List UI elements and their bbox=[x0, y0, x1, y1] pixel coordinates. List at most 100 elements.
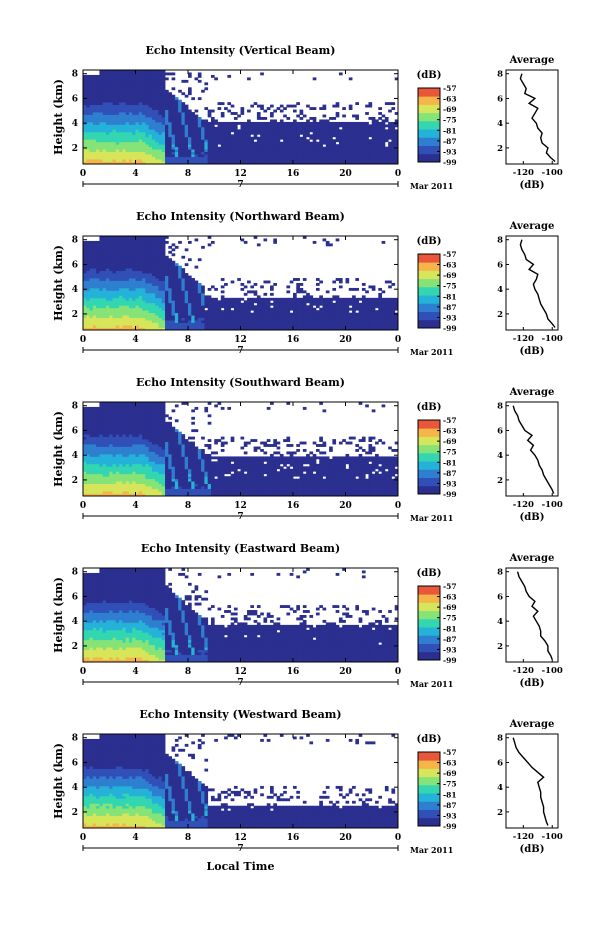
heatmap-cell bbox=[158, 124, 162, 127]
heatmap-cell bbox=[191, 303, 195, 306]
heatmap-cell bbox=[126, 149, 130, 152]
heatmap-cell bbox=[106, 419, 110, 422]
heatmap-cell bbox=[106, 434, 110, 437]
heatmap-cell bbox=[201, 288, 205, 291]
heatmap-cell bbox=[96, 429, 100, 432]
heatmap-cell bbox=[241, 149, 245, 152]
heatmap-cell bbox=[86, 100, 90, 103]
heatmap-cell bbox=[391, 325, 395, 328]
heatmap-cell bbox=[168, 97, 172, 100]
heatmap-cell bbox=[155, 147, 159, 150]
heatmap-cell bbox=[208, 298, 212, 301]
heatmap-cell bbox=[296, 313, 300, 316]
heatmap-cell bbox=[355, 308, 359, 311]
heatmap-cell bbox=[136, 115, 140, 118]
heatmap-cell bbox=[231, 112, 235, 115]
heatmap-cell bbox=[178, 285, 182, 288]
heatmap-cell bbox=[277, 139, 281, 142]
heatmap-cell bbox=[149, 124, 153, 127]
heatmap-cell bbox=[178, 323, 182, 326]
heatmap-cell bbox=[188, 147, 192, 150]
heatmap-cell bbox=[382, 159, 386, 162]
heatmap-cell bbox=[149, 129, 153, 132]
heatmap-cell bbox=[306, 124, 310, 127]
heatmap-cell bbox=[241, 137, 245, 140]
heatmap-cell bbox=[93, 80, 97, 83]
heatmap-cell bbox=[257, 300, 261, 303]
heatmap-cell bbox=[270, 115, 274, 118]
heatmap-cell bbox=[132, 320, 136, 323]
heatmap-cell bbox=[129, 243, 133, 246]
heatmap-cell bbox=[191, 152, 195, 155]
heatmap-cell bbox=[158, 305, 162, 308]
heatmap-cell bbox=[172, 315, 176, 318]
heatmap-cell bbox=[247, 110, 251, 113]
heatmap-cell bbox=[270, 119, 274, 122]
heatmap-cell bbox=[221, 320, 225, 323]
heatmap-cell bbox=[172, 77, 176, 80]
heatmap-cell bbox=[391, 154, 395, 157]
heatmap-cell bbox=[224, 152, 228, 155]
profile-y-tick-label: 2 bbox=[497, 310, 503, 320]
heatmap-cell bbox=[129, 95, 133, 98]
heatmap-cell bbox=[316, 325, 320, 328]
heatmap-cell bbox=[296, 115, 300, 118]
heatmap-cell bbox=[142, 268, 146, 271]
heatmap-cell bbox=[195, 119, 199, 122]
heatmap-cell bbox=[129, 115, 133, 118]
heatmap-cell bbox=[142, 300, 146, 303]
heatmap-cell bbox=[244, 308, 248, 311]
heatmap-cell bbox=[221, 152, 225, 155]
heatmap-cell bbox=[155, 152, 159, 155]
heatmap-cell bbox=[355, 305, 359, 308]
heatmap-cell bbox=[165, 92, 169, 95]
heatmap-cell bbox=[260, 139, 264, 142]
heatmap-cell bbox=[204, 315, 208, 318]
heatmap-cell bbox=[165, 137, 169, 140]
heatmap-cell bbox=[388, 323, 392, 326]
heatmap-cell bbox=[90, 149, 94, 152]
heatmap-cell bbox=[96, 476, 100, 479]
heatmap-cell bbox=[231, 154, 235, 157]
heatmap-cell bbox=[122, 278, 126, 281]
heatmap-cell bbox=[309, 159, 313, 162]
heatmap-cell bbox=[116, 283, 120, 286]
heatmap-cell bbox=[126, 285, 130, 288]
heatmap-cell bbox=[211, 157, 215, 160]
heatmap-cell bbox=[103, 152, 107, 155]
heatmap-cell bbox=[139, 320, 143, 323]
heatmap-cell bbox=[149, 271, 153, 274]
heatmap-cell bbox=[119, 147, 123, 150]
heatmap-cell bbox=[132, 92, 136, 95]
heatmap-cell bbox=[303, 157, 307, 160]
heatmap-cell bbox=[106, 407, 110, 410]
heatmap-cell bbox=[86, 105, 90, 108]
heatmap-cell bbox=[165, 159, 169, 162]
heatmap-cell bbox=[96, 251, 100, 254]
heatmap-cell bbox=[359, 129, 363, 132]
heatmap-cell bbox=[113, 290, 117, 293]
heatmap-cell bbox=[116, 90, 120, 93]
heatmap-cell bbox=[231, 137, 235, 140]
profile-y-tick-label: 2 bbox=[497, 144, 503, 154]
heatmap-cell bbox=[319, 320, 323, 323]
heatmap-cell bbox=[126, 263, 130, 266]
heatmap-cell bbox=[303, 115, 307, 118]
heatmap-cell bbox=[155, 75, 159, 78]
heatmap-cell bbox=[365, 149, 369, 152]
heatmap-cell bbox=[286, 152, 290, 155]
heatmap-cell bbox=[122, 268, 126, 271]
heatmap-cell bbox=[257, 112, 261, 115]
heatmap-cell bbox=[93, 288, 97, 291]
heatmap-cell bbox=[191, 298, 195, 301]
heatmap-cell bbox=[109, 124, 113, 127]
heatmap-cell bbox=[280, 132, 284, 135]
heatmap-cell bbox=[149, 325, 153, 328]
heatmap-cell bbox=[83, 437, 87, 440]
heatmap-cell bbox=[86, 434, 90, 437]
heatmap-cell bbox=[83, 419, 87, 422]
heatmap-cell bbox=[155, 159, 159, 162]
heatmap-cell bbox=[90, 95, 94, 98]
